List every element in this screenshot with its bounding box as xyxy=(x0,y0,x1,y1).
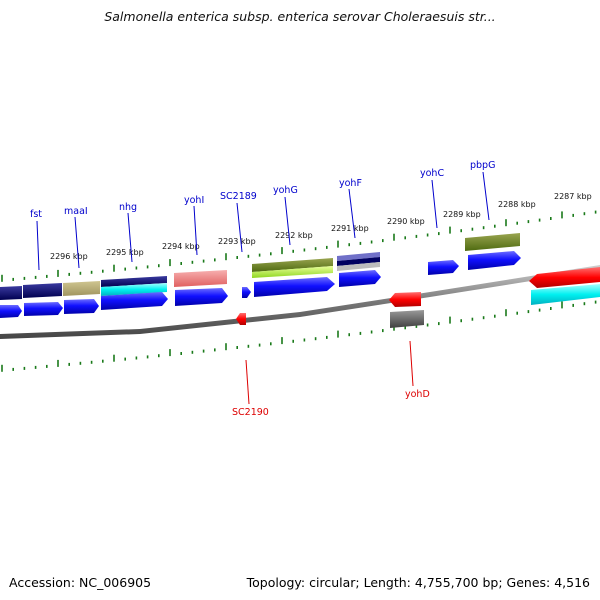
gene-label-pbpg[interactable]: pbpG xyxy=(470,160,495,171)
label-leaders-reverse xyxy=(245,340,414,405)
label-leaders xyxy=(36,171,490,271)
ruler-ticks-top xyxy=(1,210,597,282)
feature-gray[interactable] xyxy=(390,310,424,328)
gene-label-sc2189[interactable]: SC2189 xyxy=(220,191,257,202)
gene-arrow[interactable] xyxy=(236,313,246,325)
genome-title: Salmonella enterica subsp. enterica sero… xyxy=(104,9,496,24)
gene-labels-reverse: SC2190 yohD xyxy=(232,389,430,418)
gene-label-yohi[interactable]: yohI xyxy=(184,195,204,206)
reverse-genes xyxy=(236,267,600,325)
gene-label-maai[interactable]: maaI xyxy=(64,206,88,217)
gene-label-yohd[interactable]: yohD xyxy=(405,389,430,400)
genome-summary-text: Topology: circular; Length: 4,755,700 bp… xyxy=(246,575,590,590)
feature-pink[interactable] xyxy=(174,270,227,287)
feature-navy[interactable] xyxy=(23,283,62,298)
feature-gray[interactable] xyxy=(337,262,380,271)
gene-arrow[interactable] xyxy=(64,299,99,314)
gene-label-yohc[interactable]: yohC xyxy=(420,168,444,179)
ruler-labels: 2296 kbp 2295 kbp 2294 kbp 2293 kbp 2292… xyxy=(50,192,592,261)
gene-arrow[interactable] xyxy=(24,302,63,316)
feature-navy[interactable] xyxy=(101,276,167,287)
gene-arrow[interactable] xyxy=(339,270,381,287)
gene-label-sc2190[interactable]: SC2190 xyxy=(232,407,269,418)
feature-navy[interactable] xyxy=(0,286,22,300)
gene-arrow[interactable] xyxy=(529,267,600,288)
feature-cyan[interactable] xyxy=(101,283,167,296)
feature-navy[interactable] xyxy=(337,257,380,266)
feature-lime[interactable] xyxy=(252,266,333,278)
kbp-label: 2291 kbp xyxy=(331,224,369,233)
accession-text: Accession: NC_006905 xyxy=(9,575,152,590)
forward-genes xyxy=(0,251,521,318)
gene-arrow[interactable] xyxy=(242,287,251,298)
gene-arrow[interactable] xyxy=(428,260,459,275)
kbp-label: 2293 kbp xyxy=(218,237,256,246)
gene-arrow[interactable] xyxy=(0,305,22,318)
gene-arrow[interactable] xyxy=(101,292,168,310)
kbp-label: 2294 kbp xyxy=(162,242,200,251)
kbp-label: 2288 kbp xyxy=(498,200,536,209)
gene-label-nhg[interactable]: nhg xyxy=(119,202,137,213)
gene-label-fst[interactable]: fst xyxy=(30,209,42,220)
feature-khaki[interactable] xyxy=(63,281,100,296)
feature-olive[interactable] xyxy=(465,233,520,251)
kbp-label: 2290 kbp xyxy=(387,217,425,226)
kbp-label: 2292 kbp xyxy=(275,231,313,240)
gene-label-yohf[interactable]: yohF xyxy=(339,178,362,189)
gene-label-yohg[interactable]: yohG xyxy=(273,185,298,196)
gene-arrow[interactable] xyxy=(389,292,421,307)
kbp-label: 2295 kbp xyxy=(106,248,144,257)
feature-track xyxy=(0,233,600,328)
feature-olive[interactable] xyxy=(252,258,333,272)
kbp-label: 2287 kbp xyxy=(554,192,592,201)
feature-cyan[interactable] xyxy=(531,284,600,305)
ruler-ticks-bottom xyxy=(1,300,597,372)
kbp-label: 2289 kbp xyxy=(443,210,481,219)
gene-arrow[interactable] xyxy=(468,251,521,270)
gene-arrow[interactable] xyxy=(175,288,228,306)
feature-slate[interactable] xyxy=(337,252,380,261)
gene-arrow[interactable] xyxy=(254,277,335,297)
kbp-label: 2296 kbp xyxy=(50,252,88,261)
gene-labels-forward: fst maaI nhg yohI SC2189 yohG yohF yohC … xyxy=(30,160,495,220)
